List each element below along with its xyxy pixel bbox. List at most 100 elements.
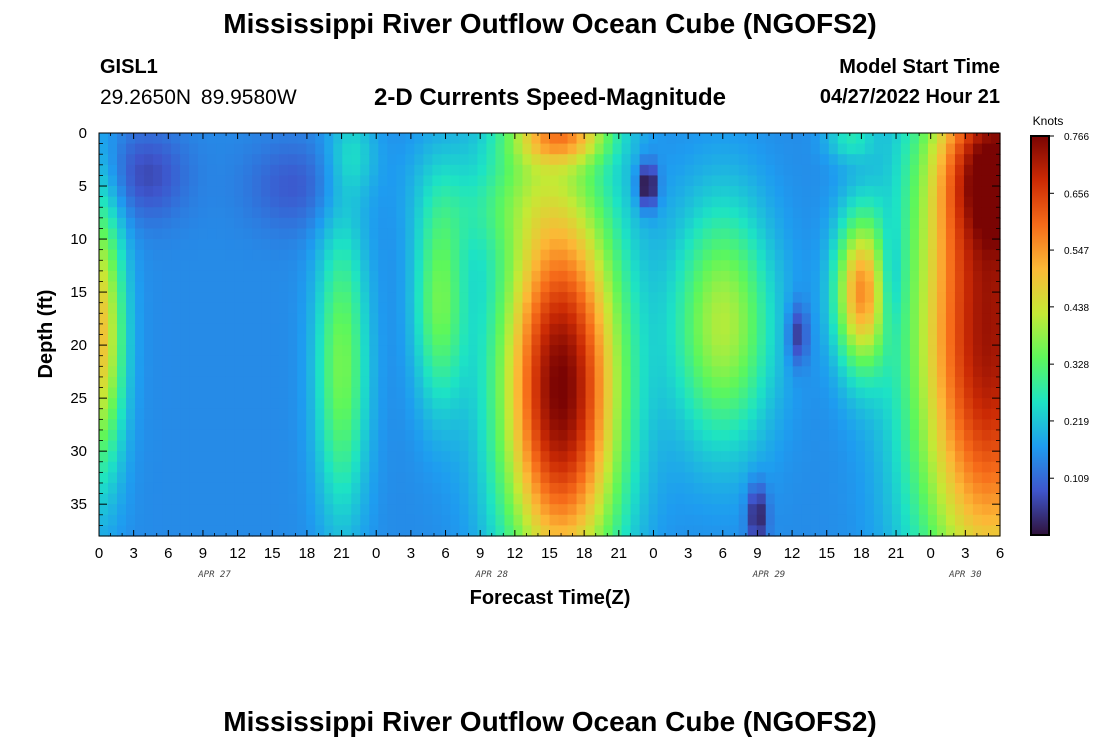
heatmap-cell (918, 270, 929, 283)
heatmap-cell (387, 270, 397, 283)
heatmap-cell (657, 186, 668, 198)
heatmap-cell (657, 164, 668, 177)
heatmap-cell (270, 143, 280, 155)
heatmap-cell (828, 302, 839, 314)
heatmap-cell (945, 196, 956, 208)
heatmap-cell (189, 472, 199, 484)
heatmap-cell (774, 260, 785, 272)
heatmap-cell (783, 493, 794, 505)
heatmap-cell (162, 217, 172, 230)
heatmap-cell (954, 302, 965, 314)
heatmap-cell (315, 302, 325, 314)
heatmap-cell (603, 408, 614, 420)
heatmap-cell (603, 440, 614, 452)
heatmap-cell (972, 408, 983, 420)
heatmap-cell (522, 504, 533, 516)
heatmap-cell (711, 355, 722, 367)
heatmap-cell (396, 514, 406, 526)
heatmap-cell (918, 334, 929, 346)
heatmap-cell (666, 429, 677, 442)
heatmap-cell (171, 514, 181, 526)
heatmap-cell (603, 270, 614, 283)
heatmap-cell (459, 313, 470, 325)
heatmap-cell (99, 482, 109, 495)
heatmap-cell (441, 143, 451, 155)
heatmap-cell (522, 270, 533, 283)
heatmap-cell (225, 292, 235, 304)
heatmap-cell (252, 440, 262, 452)
heatmap-cell (531, 419, 542, 431)
heatmap-cell (792, 281, 803, 293)
heatmap-cell (378, 345, 388, 357)
heatmap-cell (882, 504, 893, 516)
heatmap-cell (909, 472, 920, 484)
heatmap-cell (837, 239, 848, 251)
heatmap-cell (261, 334, 271, 346)
heatmap-cell (441, 281, 451, 293)
heatmap-cell (423, 355, 433, 367)
heatmap-cell (630, 270, 641, 283)
heatmap-cell (657, 398, 668, 410)
heatmap-cell (198, 419, 208, 431)
heatmap-cell (333, 472, 343, 484)
heatmap-cell (747, 164, 758, 177)
heatmap-cell (621, 482, 632, 495)
heatmap-cell (387, 249, 397, 261)
x-tick-label: 9 (476, 545, 484, 562)
heatmap-cell (990, 440, 1001, 452)
heatmap-cell (729, 408, 740, 420)
heatmap-cell (684, 281, 695, 293)
heatmap-cell (828, 154, 839, 166)
heatmap-cell (828, 345, 839, 357)
heatmap-cell (612, 143, 623, 155)
heatmap-cell (207, 504, 217, 516)
heatmap-cell (918, 504, 929, 516)
heatmap-cell (126, 440, 136, 452)
heatmap-cell (414, 334, 424, 346)
heatmap-cell (153, 196, 163, 208)
heatmap-cell (351, 281, 361, 293)
heatmap-cell (639, 260, 650, 272)
heatmap-cell (936, 482, 947, 495)
heatmap-cell (675, 355, 686, 367)
model-start-label: Model Start Time (839, 56, 1000, 78)
heatmap-cell (378, 143, 388, 155)
heatmap-cell (504, 387, 515, 399)
heatmap-cell (261, 154, 271, 166)
heatmap-cell (234, 366, 244, 378)
heatmap-cell (153, 302, 163, 314)
heatmap-cell (657, 525, 668, 537)
heatmap-cell (459, 281, 470, 293)
heatmap-cell (99, 525, 109, 537)
heatmap-cell (270, 387, 280, 399)
heatmap-cell (315, 387, 325, 399)
heatmap-cell (288, 472, 298, 484)
heatmap-cell (774, 143, 785, 155)
heatmap-cell (405, 270, 415, 283)
heatmap-cell (162, 302, 172, 314)
heatmap-cell (450, 451, 460, 463)
heatmap-cell (819, 429, 830, 442)
heatmap-cell (117, 323, 127, 336)
heatmap-cell (810, 239, 821, 251)
heatmap-cell (387, 196, 397, 208)
heatmap-cell (855, 249, 866, 261)
heatmap-cell (918, 398, 929, 410)
heatmap-cell (450, 504, 460, 516)
heatmap-cell (342, 472, 352, 484)
heatmap-cell (846, 514, 857, 526)
heatmap-cell (243, 281, 253, 293)
heatmap-cell (495, 461, 506, 473)
heatmap-cell (567, 302, 578, 314)
heatmap-cell (648, 472, 659, 484)
heatmap-cell (351, 207, 361, 219)
heatmap-cell (234, 133, 244, 145)
heatmap-cell (351, 228, 361, 240)
heatmap-cell (900, 143, 911, 155)
heatmap-cell (351, 334, 361, 346)
heatmap-cell (117, 281, 127, 293)
heatmap-cell (189, 461, 199, 473)
heatmap-cell (990, 313, 1001, 325)
heatmap-cell (108, 334, 118, 346)
heatmap-cell (243, 302, 253, 314)
